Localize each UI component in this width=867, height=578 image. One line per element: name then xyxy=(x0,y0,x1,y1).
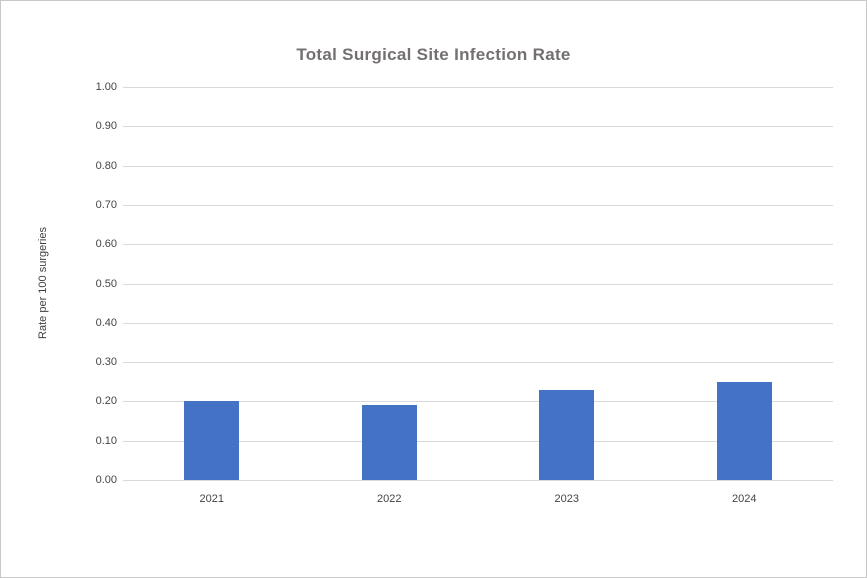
gridline-0.90 xyxy=(123,126,833,128)
y-tick-label: 0.70 xyxy=(95,198,117,211)
y-tick-label: 0.90 xyxy=(95,120,117,133)
gridline-0.70 xyxy=(123,204,833,206)
y-tick-label: 0.10 xyxy=(95,434,117,447)
bar-2024 xyxy=(716,381,772,480)
bar-2021 xyxy=(184,401,240,480)
x-tick-label-2021: 2021 xyxy=(199,493,224,505)
x-tick-label-2023: 2023 xyxy=(554,493,579,505)
chart-title: Total Surgical Site Infection Rate xyxy=(296,45,571,64)
bar-2023 xyxy=(539,389,595,480)
x-tick-label-2022: 2022 xyxy=(377,493,402,505)
gridline-0.20 xyxy=(123,401,833,403)
y-tick-label: 0.20 xyxy=(95,395,117,408)
gridline-0.50 xyxy=(123,283,833,285)
y-tick-label: 0.80 xyxy=(95,159,117,172)
y-tick-label: 0.00 xyxy=(95,474,117,486)
y-tick-label: 0.40 xyxy=(95,316,117,329)
bar-2022 xyxy=(361,405,417,480)
y-tick-label: 0.60 xyxy=(95,238,117,251)
gridline-0.40 xyxy=(123,322,833,324)
y-axis-label: Rate per 100 surgeries xyxy=(37,227,49,339)
gridline-0.10 xyxy=(123,440,833,442)
gridline-0.60 xyxy=(123,244,833,246)
gridline-0.30 xyxy=(123,362,833,364)
gridline-1.00 xyxy=(123,87,833,88)
y-tick-label: 0.50 xyxy=(95,277,117,290)
gridline-0.00 xyxy=(123,480,833,481)
x-tick-label-2024: 2024 xyxy=(732,493,757,505)
gridline-0.80 xyxy=(123,165,833,167)
y-tick-label: 1.00 xyxy=(95,81,117,93)
y-tick-label: 0.30 xyxy=(95,356,117,369)
